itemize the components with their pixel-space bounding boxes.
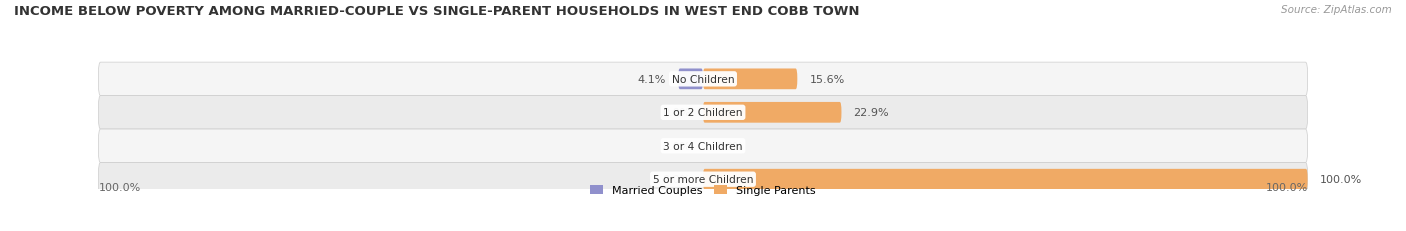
FancyBboxPatch shape	[703, 169, 1308, 190]
Text: 22.9%: 22.9%	[853, 108, 889, 118]
Text: 3 or 4 Children: 3 or 4 Children	[664, 141, 742, 151]
Text: INCOME BELOW POVERTY AMONG MARRIED-COUPLE VS SINGLE-PARENT HOUSEHOLDS IN WEST EN: INCOME BELOW POVERTY AMONG MARRIED-COUPL…	[14, 5, 859, 18]
Text: 5 or more Children: 5 or more Children	[652, 174, 754, 184]
Text: No Children: No Children	[672, 75, 734, 85]
Text: 100.0%: 100.0%	[1320, 174, 1362, 184]
Text: 100.0%: 100.0%	[1265, 182, 1308, 192]
FancyBboxPatch shape	[98, 129, 1308, 163]
Text: Source: ZipAtlas.com: Source: ZipAtlas.com	[1281, 5, 1392, 15]
Legend: Married Couples, Single Parents: Married Couples, Single Parents	[591, 185, 815, 195]
Text: 15.6%: 15.6%	[810, 75, 845, 85]
FancyBboxPatch shape	[98, 63, 1308, 96]
Text: 100.0%: 100.0%	[98, 182, 141, 192]
FancyBboxPatch shape	[678, 69, 703, 90]
Text: 0.0%: 0.0%	[662, 141, 690, 151]
Text: 0.0%: 0.0%	[662, 174, 690, 184]
Text: 1 or 2 Children: 1 or 2 Children	[664, 108, 742, 118]
FancyBboxPatch shape	[98, 163, 1308, 196]
FancyBboxPatch shape	[703, 103, 841, 123]
FancyBboxPatch shape	[98, 96, 1308, 129]
FancyBboxPatch shape	[703, 69, 797, 90]
Text: 0.0%: 0.0%	[716, 141, 744, 151]
Text: 4.1%: 4.1%	[638, 75, 666, 85]
Text: 0.0%: 0.0%	[662, 108, 690, 118]
